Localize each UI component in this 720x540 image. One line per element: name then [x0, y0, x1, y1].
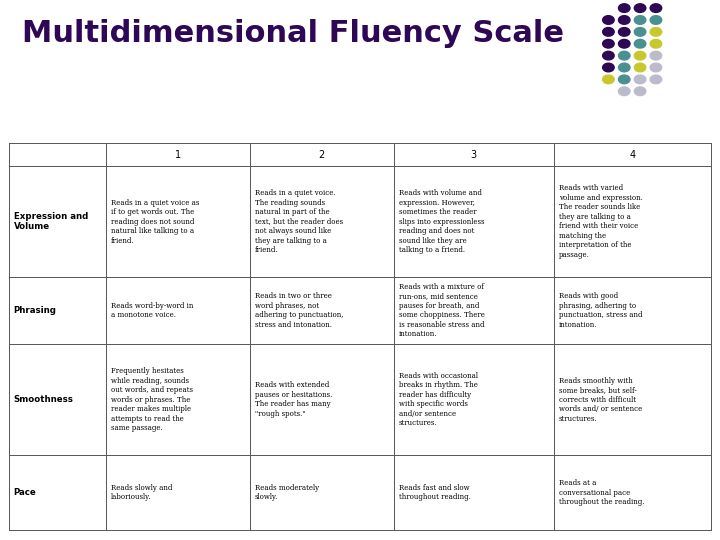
Text: 4: 4 — [629, 150, 636, 160]
Text: Reads with varied
volume and expression.
The reader sounds like
they are talking: Reads with varied volume and expression.… — [559, 184, 643, 259]
Text: Reads in a quiet voice as
if to get words out. The
reading does not sound
natura: Reads in a quiet voice as if to get word… — [111, 199, 199, 245]
Text: Reads fast and slow
throughout reading.: Reads fast and slow throughout reading. — [399, 484, 471, 501]
Text: Reads moderately
slowly.: Reads moderately slowly. — [255, 484, 319, 501]
Text: 1: 1 — [174, 150, 181, 160]
Text: Smoothness: Smoothness — [14, 395, 73, 404]
Text: 2: 2 — [318, 150, 325, 160]
Text: Reads smoothly with
some breaks, but self-
corrects with difficult
words and/ or: Reads smoothly with some breaks, but sel… — [559, 376, 642, 423]
Text: Reads with good
phrasing, adhering to
punctuation, stress and
intonation.: Reads with good phrasing, adhering to pu… — [559, 292, 642, 329]
Text: 3: 3 — [471, 150, 477, 160]
Text: Frequently hesitates
while reading, sounds
out words, and repeats
words or phras: Frequently hesitates while reading, soun… — [111, 367, 193, 432]
Text: Expression and
Volume: Expression and Volume — [14, 212, 88, 231]
Text: Reads word-by-word in
a monotone voice.: Reads word-by-word in a monotone voice. — [111, 302, 193, 319]
Text: Pace: Pace — [14, 488, 37, 497]
Text: Reads with a mixture of
run-ons, mid sentence
pauses for breath, and
some choppi: Reads with a mixture of run-ons, mid sen… — [399, 283, 485, 338]
Text: Reads at a
conversational pace
throughout the reading.: Reads at a conversational pace throughou… — [559, 479, 644, 506]
Text: Reads in two or three
word phrases, not
adhering to punctuation,
stress and into: Reads in two or three word phrases, not … — [255, 292, 343, 329]
Text: Reads slowly and
laboriously.: Reads slowly and laboriously. — [111, 484, 172, 501]
Text: Reads with volume and
expression. However,
sometimes the reader
slips into expre: Reads with volume and expression. Howeve… — [399, 189, 485, 254]
Text: Reads with extended
pauses or hesitations.
The reader has many
"rough spots.": Reads with extended pauses or hesitation… — [255, 381, 332, 418]
Text: Multidimensional Fluency Scale: Multidimensional Fluency Scale — [22, 19, 564, 48]
Text: Reads in a quiet voice.
The reading sounds
natural in part of the
text, but the : Reads in a quiet voice. The reading soun… — [255, 189, 343, 254]
Text: Phrasing: Phrasing — [14, 306, 57, 315]
Text: Reads with occasional
breaks in rhythm. The
reader has difficulty
with specific : Reads with occasional breaks in rhythm. … — [399, 372, 478, 427]
